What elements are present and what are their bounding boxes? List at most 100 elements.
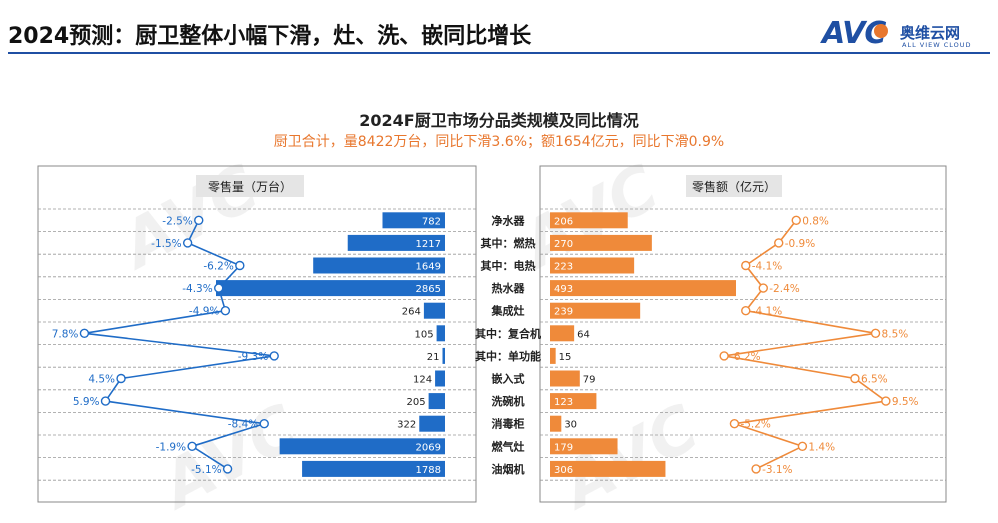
category-label: 其中：复合机 (475, 326, 541, 340)
value-yoy-marker (719, 351, 729, 361)
value-bar-label: 206 (554, 216, 573, 227)
value-yoy-marker (870, 328, 881, 338)
value-yoy-label: 0.8% (802, 215, 829, 227)
value-bar-label: 79 (583, 375, 596, 386)
volume-yoy-label: -5.1% (191, 464, 221, 476)
volume-yoy-label: -4.3% (182, 283, 212, 295)
volume-bar-label: 105 (415, 329, 434, 340)
category-label: 热水器 (492, 281, 526, 295)
value-bar-label: 64 (577, 329, 590, 340)
volume-yoy-marker (259, 419, 269, 429)
slide-title: 2024预测：厨卫整体小幅下滑，灶、洗、嵌同比增长 (8, 24, 532, 49)
value-yoy-label: 1.4% (808, 441, 835, 453)
volume-yoy-label: 5.9% (73, 396, 100, 408)
value-bar (550, 438, 618, 455)
value-yoy-label: 6.5% (861, 374, 888, 386)
volume-bar (436, 325, 445, 342)
value-yoy-label: 8.5% (882, 328, 909, 340)
value-header: 零售额（亿元） (692, 179, 776, 194)
value-bar-label: 306 (554, 465, 573, 476)
category-label: 嵌入式 (492, 372, 525, 386)
value-header-box (686, 175, 782, 197)
volume-yoy-marker (222, 464, 233, 474)
value-yoy-marker (758, 283, 768, 293)
volume-bar (279, 438, 445, 455)
value-yoy-marker (741, 260, 751, 271)
category-label: 洗碗机 (492, 394, 525, 408)
volume-yoy-marker (116, 373, 126, 384)
value-bar (550, 460, 666, 477)
value-bar (550, 302, 641, 319)
value-bar-label: 223 (554, 262, 573, 273)
avc-logo: AVC 奥维云网 ALL VIEW CLOUD (822, 16, 992, 51)
value-yoy-line (724, 219, 888, 470)
value-yoy-label: 9.5% (892, 396, 919, 408)
chart-title: 2024F厨卫市场分品类规模及同比情况 (359, 111, 639, 130)
value-bar (550, 347, 556, 364)
value-bar (550, 370, 580, 387)
value-bar (550, 212, 628, 229)
volume-bar-label: 2865 (416, 284, 441, 295)
volume-yoy-label: -1.9% (156, 441, 186, 453)
volume-bar (347, 234, 445, 251)
category-label: 其中：燃热 (481, 236, 536, 250)
volume-yoy-label: -4.9% (189, 306, 219, 318)
logo-en-text: ALL VIEW CLOUD (902, 41, 972, 49)
volume-yoy-marker (187, 441, 197, 451)
volume-bar (428, 393, 445, 410)
value-bar (550, 234, 652, 251)
value-bar (550, 280, 736, 297)
volume-bar-label: 205 (407, 397, 426, 408)
value-bar (550, 325, 575, 342)
title-divider (8, 52, 990, 54)
volume-bar-label: 782 (422, 216, 441, 227)
value-yoy-label: -4.1% (752, 261, 782, 273)
value-yoy-marker (741, 306, 751, 316)
volume-bar-label: 21 (427, 352, 440, 363)
volume-yoy-label: -1.5% (151, 238, 181, 250)
value-bar (550, 415, 562, 432)
value-yoy-marker (751, 464, 761, 474)
value-bar (550, 393, 597, 410)
category-label: 燃气灶 (491, 439, 525, 453)
value-yoy-label: -0.9% (785, 238, 815, 250)
value-yoy-marker (850, 373, 860, 384)
right-panel (539, 165, 947, 503)
volume-yoy-label: -6.2% (203, 261, 233, 273)
volume-header-box (196, 175, 304, 197)
value-bar-label: 239 (554, 307, 573, 318)
logo-cn-text: 奥维云网 (900, 24, 961, 42)
volume-yoy-label: -9.3% (238, 351, 268, 363)
category-label: 其中：单功能 (475, 349, 541, 363)
value-bar-label: 30 (564, 420, 577, 431)
volume-yoy-marker (235, 260, 245, 271)
value-bar-label: 123 (554, 397, 573, 408)
volume-bar (435, 370, 445, 387)
value-yoy-label: -2.4% (769, 283, 799, 295)
volume-bar-label: 2069 (416, 442, 441, 453)
volume-yoy-marker (214, 283, 224, 293)
value-bar-label: 270 (554, 239, 573, 250)
value-yoy-label: -5.2% (740, 419, 770, 431)
value-yoy-marker (729, 419, 740, 429)
volume-bar (302, 460, 445, 477)
volume-bar (423, 302, 445, 319)
volume-yoy-marker (79, 328, 90, 338)
volume-bar-label: 124 (413, 375, 432, 386)
value-yoy-marker (797, 441, 808, 451)
volume-header: 零售量（万台） (208, 179, 292, 194)
value-yoy-label: -3.1% (762, 464, 792, 476)
category-label: 集成灶 (491, 304, 525, 318)
value-yoy-marker (791, 215, 801, 226)
volume-bar-label: 1788 (416, 465, 441, 476)
category-label: 净水器 (492, 213, 526, 227)
value-yoy-marker (774, 238, 784, 248)
volume-yoy-marker (182, 238, 193, 248)
left-panel (37, 165, 477, 503)
value-bar-label: 179 (554, 442, 573, 453)
volume-yoy-label: 7.8% (52, 328, 79, 340)
category-label: 消毒柜 (492, 417, 525, 431)
volume-yoy-marker (194, 215, 204, 226)
volume-bar (216, 280, 445, 297)
